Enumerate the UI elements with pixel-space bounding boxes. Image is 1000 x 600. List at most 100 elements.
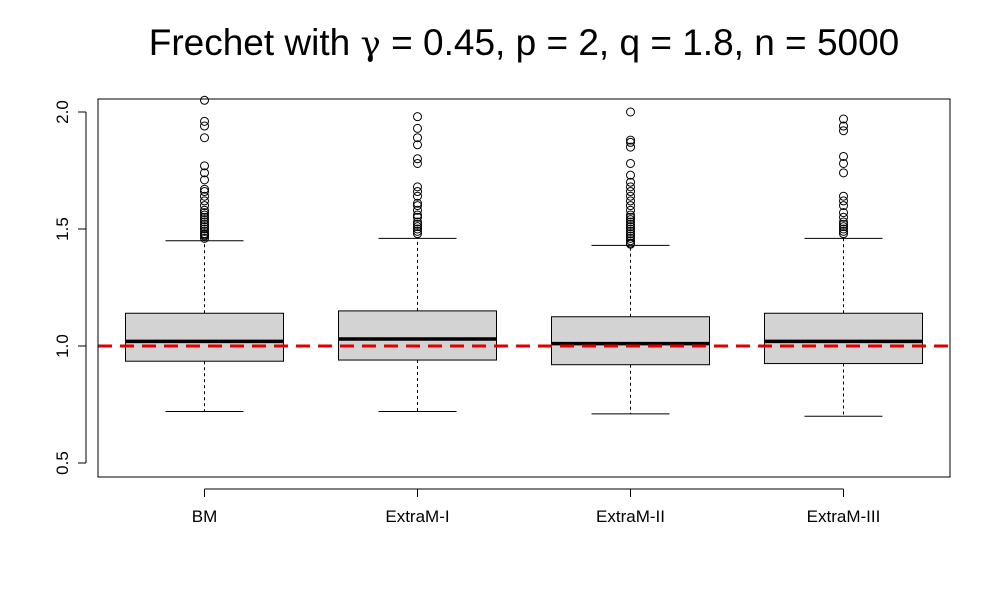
- outlier-point: [413, 123, 422, 133]
- outlier-point: [626, 205, 635, 215]
- outlier-point: [413, 154, 422, 164]
- outlier-point: [413, 191, 422, 201]
- outlier-point: [839, 114, 848, 124]
- outlier-point: [839, 226, 848, 236]
- boxes-layer: [125, 95, 923, 417]
- outlier-point: [626, 236, 635, 246]
- outlier-point: [626, 226, 635, 236]
- outlier-point: [626, 229, 635, 239]
- box-bm: [125, 95, 284, 413]
- outlier-point: [200, 217, 209, 227]
- x-axis: BM ExtraM-I ExtraM-II ExtraM-III: [192, 488, 881, 526]
- outlier-point: [839, 126, 848, 136]
- outlier-point: [626, 201, 635, 211]
- box-extram-iii: [764, 114, 923, 417]
- outlier-point: [413, 222, 422, 232]
- outlier-point: [200, 196, 209, 206]
- outlier-point: [839, 212, 848, 222]
- outlier-point: [626, 142, 635, 152]
- outlier-point: [413, 212, 422, 222]
- outlier-point: [626, 215, 635, 225]
- outlier-point: [839, 229, 848, 239]
- x-tick-label: ExtraM-I: [385, 507, 449, 526]
- outlier-point: [839, 224, 848, 234]
- outlier-point: [200, 224, 209, 234]
- outlier-point: [626, 170, 635, 180]
- outlier-point: [200, 191, 209, 201]
- outlier-point: [626, 231, 635, 241]
- outlier-point: [839, 121, 848, 131]
- outlier-point: [839, 217, 848, 227]
- outlier-point: [413, 112, 422, 122]
- outlier-point: [200, 219, 209, 229]
- outlier-point: [200, 226, 209, 236]
- outlier-point: [839, 191, 848, 201]
- outlier-point: [200, 229, 209, 239]
- x-tick-label: ExtraM-III: [807, 507, 881, 526]
- outlier-point: [626, 187, 635, 197]
- chart-title: Frechet with γ = 0.45, p = 2, q = 1.8, n…: [0, 22, 1000, 64]
- outlier-point: [200, 168, 209, 178]
- outlier-point: [626, 177, 635, 187]
- outlier-point: [200, 95, 209, 105]
- outlier-point: [200, 205, 209, 215]
- outlier-point: [413, 219, 422, 229]
- outlier-point: [413, 198, 422, 208]
- outlier-point: [626, 158, 635, 168]
- iqr-box: [764, 312, 923, 365]
- outlier-point: [413, 133, 422, 143]
- outlier-point: [413, 210, 422, 220]
- box-extram-ii: [551, 107, 710, 415]
- outlier-point: [200, 208, 209, 218]
- outlier-point: [413, 201, 422, 211]
- y-tick-label: 1.5: [53, 217, 72, 241]
- outlier-point: [626, 182, 635, 192]
- outlier-point: [626, 210, 635, 220]
- outlier-point: [626, 222, 635, 232]
- outlier-point: [626, 219, 635, 229]
- chart-title-symbol: γ: [360, 24, 381, 64]
- y-tick-label: 0.5: [53, 451, 72, 475]
- outlier-point: [626, 233, 635, 243]
- plot-frame: [97, 98, 951, 478]
- outlier-point: [413, 226, 422, 236]
- outlier-point: [200, 212, 209, 222]
- outlier-point: [839, 222, 848, 232]
- outlier-point: [626, 196, 635, 206]
- outlier-point: [839, 168, 848, 178]
- outlier-point: [626, 212, 635, 222]
- outlier-point: [200, 175, 209, 185]
- outlier-point: [200, 121, 209, 131]
- y-tick-label: 2.0: [53, 100, 72, 124]
- outlier-point: [200, 184, 209, 194]
- outlier-point: [200, 233, 209, 243]
- outlier-point: [626, 137, 635, 147]
- iqr-box: [338, 310, 497, 361]
- y-axis: 0.5 1.0 1.5 2.0: [53, 100, 87, 475]
- outlier-point: [839, 219, 848, 229]
- outlier-point: [413, 224, 422, 234]
- outlier-point: [839, 151, 848, 161]
- outlier-point: [626, 191, 635, 201]
- chart-title-prefix: Frechet with: [148, 22, 361, 63]
- chart-title-suffix: = 0.45, p = 2, q = 1.8, n = 5000: [380, 22, 900, 63]
- outlier-point: [626, 135, 635, 145]
- outlier-point: [626, 238, 635, 248]
- box-extram-i: [338, 112, 497, 413]
- outlier-point: [200, 116, 209, 126]
- outlier-point: [839, 201, 848, 211]
- x-tick-label: BM: [192, 507, 218, 526]
- outlier-point: [413, 229, 422, 239]
- x-tick-label: ExtraM-II: [596, 507, 665, 526]
- outlier-point: [626, 217, 635, 227]
- outlier-point: [413, 205, 422, 215]
- outlier-point: [839, 208, 848, 218]
- iqr-box: [125, 312, 284, 362]
- outlier-point: [200, 210, 209, 220]
- outlier-point: [200, 187, 209, 197]
- outlier-point: [413, 182, 422, 192]
- iqr-box: [551, 316, 710, 366]
- outlier-point: [200, 161, 209, 171]
- outlier-point: [413, 158, 422, 168]
